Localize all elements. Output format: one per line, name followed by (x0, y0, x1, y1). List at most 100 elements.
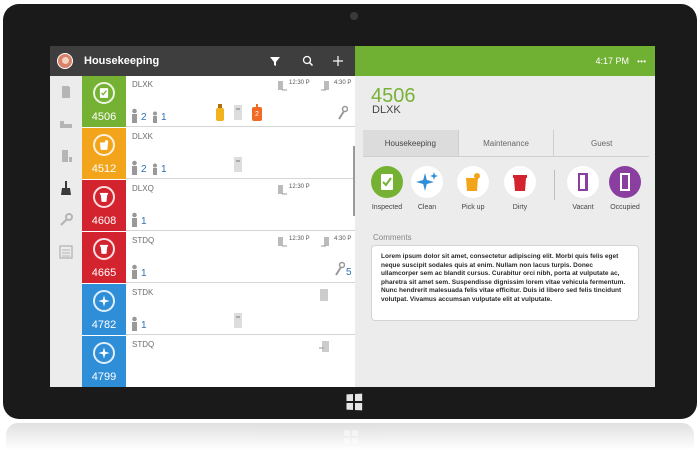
camera-dot (350, 12, 358, 20)
room-number: 4506 (91, 111, 117, 123)
room-status-tile: 4799 (82, 336, 126, 387)
checkout-icon (278, 185, 287, 195)
occupied-door-icon (609, 166, 641, 198)
amenity-card-icon (234, 313, 242, 328)
adult-count: 2 (141, 164, 147, 175)
adult-count: 1 (141, 320, 147, 331)
add-icon[interactable] (329, 52, 347, 70)
windows-button-icon[interactable] (346, 393, 363, 411)
room-type: STDK (132, 288, 154, 297)
adult-count: 2 (141, 112, 147, 123)
room-row[interactable]: 4799 STDQ (82, 336, 355, 387)
tab-guest[interactable]: Guest (591, 139, 613, 148)
door-icon (320, 289, 328, 301)
amenity-tag-icon (252, 104, 262, 121)
room-status-tile: 4608 (82, 180, 126, 231)
status-vacant-button[interactable]: Vacant (559, 166, 607, 211)
status-occupied-button[interactable]: Occupied (601, 166, 649, 211)
room-type: STDQ (132, 236, 155, 245)
adult-icon (132, 108, 137, 123)
room-row[interactable]: 4506 DLXK 12:30 P 4:30 P 2 1 2 (82, 76, 355, 127)
nav-wrench-icon[interactable] (58, 212, 74, 228)
device-reflection (6, 423, 694, 450)
tablet-frame: Housekeeping (3, 4, 697, 419)
clock: 4:17 PM (595, 56, 629, 66)
vacant-door-icon (567, 166, 599, 198)
nav-bed-icon[interactable] (58, 116, 74, 132)
status-label: Vacant (572, 204, 594, 211)
status-clean-button[interactable]: Clean (403, 166, 451, 211)
nav-list-icon[interactable] (58, 244, 74, 260)
amenity-count: 2 (255, 111, 259, 118)
room-number: 4608 (91, 215, 117, 227)
dirty-icon (93, 186, 115, 208)
user-avatar[interactable] (57, 53, 73, 69)
child-count: 1 (161, 164, 167, 175)
room-status-tile: 4512 (82, 128, 126, 179)
nav-broom-icon[interactable] (58, 180, 74, 196)
detail-header: 4:17 PM • • • (355, 46, 655, 76)
room-row[interactable]: 4782 STDK 1 (82, 284, 355, 335)
detail-room-number: 4506 (371, 85, 416, 107)
checkout-icon (278, 237, 287, 247)
room-type: DLXK (132, 132, 153, 141)
adult-icon (132, 264, 137, 279)
dirty-icon (504, 166, 536, 198)
status-inspected-button[interactable]: Inspected (363, 166, 411, 211)
filter-icon[interactable] (266, 52, 284, 70)
room-number: 4512 (91, 163, 117, 175)
clean-sparkle-icon (93, 290, 115, 312)
more-options-icon[interactable]: • • • (637, 57, 646, 66)
adult-count: 1 (141, 268, 147, 279)
search-icon[interactable] (299, 52, 317, 70)
pickup-icon (457, 166, 489, 198)
room-number: 4782 (91, 319, 117, 331)
child-icon (153, 111, 157, 123)
checkout-time: 12:30 P (289, 184, 310, 190)
comments-label: Comments (373, 233, 412, 242)
list-header: Housekeeping (50, 46, 355, 76)
child-icon (153, 163, 157, 175)
adult-icon (132, 160, 137, 175)
nav-rooms-icon[interactable] (58, 148, 74, 164)
nav-door-icon[interactable] (58, 84, 74, 100)
checkin-icon (319, 341, 329, 352)
inspected-icon (93, 82, 115, 104)
amenity-card-icon (234, 105, 242, 120)
status-label: Occupied (610, 204, 640, 211)
status-options: Inspected Clean Pick up (363, 166, 649, 221)
room-row[interactable]: 4608 DLXQ 12:30 P 1 (82, 180, 355, 231)
room-row[interactable]: 4512 DLXK 2 1 (82, 128, 355, 179)
reflection-logo-icon (344, 430, 358, 444)
amenity-bottle-icon (216, 104, 224, 121)
amenity-card-icon (234, 157, 242, 172)
room-status-tile: 4665 (82, 232, 126, 283)
app-screen: Housekeeping (50, 46, 655, 387)
room-type: STDQ (132, 340, 155, 349)
room-list: 4506 DLXK 12:30 P 4:30 P 2 1 2 (82, 76, 355, 387)
room-row[interactable]: 4665 STDQ 12:30 P 4:30 P 1 5 (82, 232, 355, 283)
checkout-icon (278, 81, 287, 91)
detail-room-type: DLXK (372, 104, 401, 116)
list-scrollbar[interactable] (353, 146, 355, 216)
status-label: Inspected (371, 204, 403, 211)
wrench-icon (338, 105, 348, 120)
left-nav-rail (50, 76, 82, 387)
room-number: 4799 (91, 371, 117, 383)
status-label: Clean (417, 204, 437, 211)
room-number: 4665 (91, 267, 117, 279)
maintenance-count: 5 (346, 267, 352, 278)
tab-housekeeping[interactable]: Housekeeping (363, 130, 459, 156)
checkin-icon (321, 81, 329, 91)
checkin-time: 4:30 P (334, 80, 352, 86)
status-pickup-button[interactable]: Pick up (449, 166, 497, 211)
checkout-time: 12:30 P (289, 80, 310, 86)
dirty-icon (93, 238, 115, 260)
status-dirty-button[interactable]: Dirty (496, 166, 544, 211)
wrench-icon (335, 261, 345, 276)
checkin-time: 4:30 P (334, 236, 352, 242)
checkin-icon (321, 237, 329, 247)
room-status-tile: 4506 (82, 76, 126, 127)
comments-text[interactable]: Lorem ipsum dolor sit amet, consectetur … (371, 245, 639, 321)
tab-maintenance[interactable]: Maintenance (459, 130, 555, 156)
